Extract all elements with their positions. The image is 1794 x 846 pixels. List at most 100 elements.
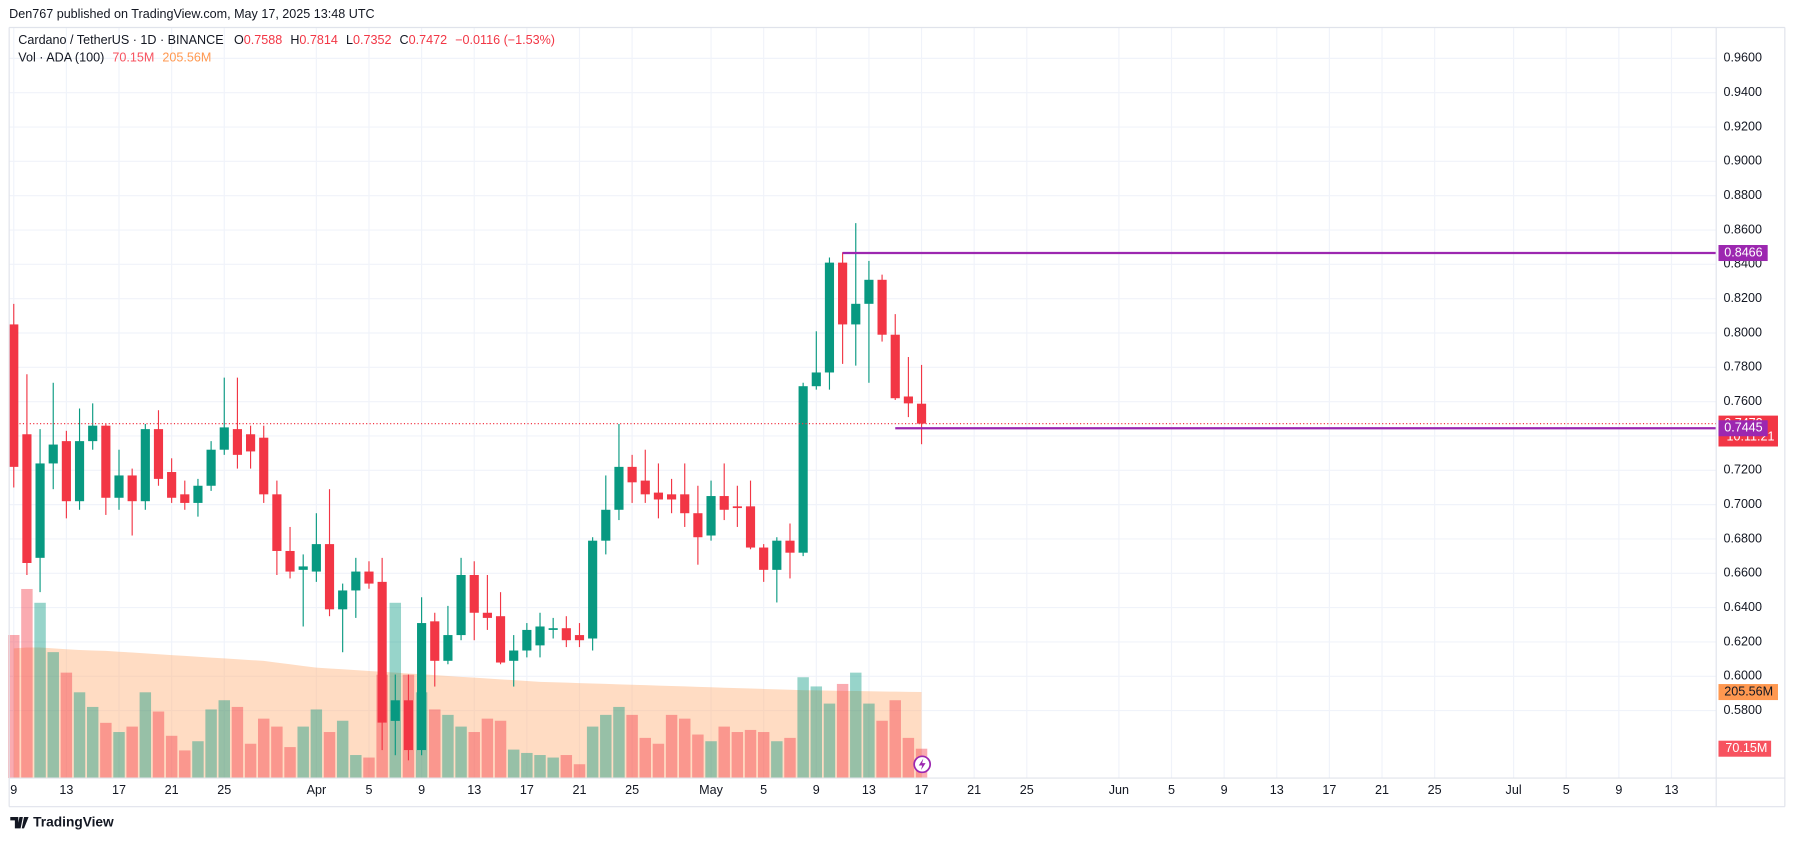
candle-body — [745, 506, 756, 548]
x-tick-label: 25 — [1020, 783, 1034, 797]
volume-bar — [692, 734, 704, 779]
candle-body — [640, 480, 650, 495]
candle-body — [522, 629, 532, 651]
x-tick-label: 21 — [572, 783, 586, 797]
x-tick-label: 13 — [1664, 783, 1678, 797]
candle-body — [140, 429, 150, 502]
volume-bar — [494, 720, 507, 779]
candle-body — [469, 574, 479, 613]
legend-volume-name: Vol · ADA (100) — [18, 51, 104, 65]
x-tick-label: 17 — [112, 783, 126, 797]
y-tick-label: 0.6000 — [1723, 669, 1761, 683]
volume-bar — [429, 709, 441, 779]
volume-bar — [757, 732, 770, 779]
volume-bar — [481, 718, 494, 779]
volume-bar — [507, 749, 520, 779]
alert-bolt[interactable] — [918, 758, 926, 771]
x-tick-label: 5 — [365, 783, 372, 797]
y-tick-label: 0.6600 — [1723, 566, 1761, 580]
x-tick-label: 25 — [1428, 783, 1442, 797]
legend-volume-line: Vol · ADA (100) 70.15M 205.56M — [18, 51, 211, 65]
volume-bar — [718, 726, 730, 779]
volume-bar — [297, 726, 309, 779]
candle-body — [890, 334, 900, 399]
x-tick-label: 21 — [1375, 783, 1389, 797]
volume-bar — [179, 750, 191, 779]
volume-bar — [205, 709, 217, 779]
candle-body — [219, 427, 229, 450]
candle-body — [561, 628, 571, 641]
candle-body — [759, 547, 769, 570]
x-tick-label: 21 — [967, 783, 981, 797]
level-tag — [1718, 420, 1768, 437]
candle-body — [627, 466, 637, 483]
candle-body — [548, 628, 558, 630]
candle-body — [272, 494, 282, 551]
x-tick-label: 17 — [1322, 783, 1336, 797]
volume-bar — [323, 732, 336, 779]
candle-body — [338, 590, 348, 610]
legend-volume-ma: 205.56M — [162, 51, 211, 65]
x-tick-label: 13 — [59, 783, 73, 797]
header: Den767 published on TradingView.com, May… — [9, 7, 374, 21]
volume-tag — [1718, 740, 1772, 757]
candle-body — [456, 574, 466, 636]
x-tick-label: 9 — [1221, 783, 1228, 797]
candle-body — [245, 434, 256, 452]
x-tick-label: Jun — [1109, 783, 1129, 797]
candle-body — [732, 506, 742, 509]
volume-bar — [455, 726, 467, 779]
legend-symbol-line: Cardano / TetherUS · 1D · BINANCE O0.758… — [18, 34, 555, 48]
x-tick-label: 5 — [760, 783, 767, 797]
alert-icon[interactable] — [913, 755, 932, 774]
y-tick-label: 0.7200 — [1723, 463, 1761, 477]
volume-bar — [100, 722, 112, 779]
volume-bar — [350, 755, 362, 779]
x-tick-label: Apr — [307, 783, 327, 797]
volume-bar — [836, 683, 849, 779]
volume-bar — [192, 741, 204, 779]
candle-body — [364, 571, 374, 584]
volume-bar — [902, 737, 915, 779]
volume-bar — [823, 703, 836, 779]
candle-body — [298, 566, 308, 570]
x-tick-label: 13 — [1270, 783, 1284, 797]
x-tick-label: 9 — [813, 783, 820, 797]
volume-bar — [165, 735, 178, 779]
x-tick-label: 25 — [625, 783, 639, 797]
y-tick-label: 0.6200 — [1723, 634, 1761, 648]
volume-bar — [86, 706, 99, 779]
volume-bar — [8, 634, 20, 779]
volume-bar — [442, 714, 454, 779]
volume-ma-tag — [1718, 684, 1778, 701]
x-tick-label: 9 — [1615, 783, 1622, 797]
candle-body — [114, 475, 124, 498]
volume-bar — [679, 718, 691, 779]
volume-bar — [850, 672, 862, 779]
candle-body — [495, 616, 506, 663]
candle-body — [101, 425, 111, 498]
volume-bar — [231, 706, 244, 779]
volume-bar — [547, 757, 559, 779]
volume-bar — [139, 692, 152, 779]
volume-bar — [60, 672, 73, 779]
candle-body — [719, 496, 729, 510]
y-tick-label: 0.8600 — [1723, 222, 1761, 236]
candle-body — [864, 279, 874, 304]
candle-body — [9, 324, 19, 467]
candle-body — [916, 403, 927, 424]
x-tick-label: 17 — [915, 783, 929, 797]
x-tick-label: 13 — [862, 783, 876, 797]
volume-bar — [744, 729, 757, 779]
legend-volume-value: 70.15M — [112, 51, 154, 65]
candle-body — [390, 700, 400, 721]
volume-bar — [336, 720, 349, 779]
volume-bar — [600, 714, 612, 779]
candle-body — [574, 635, 585, 641]
candle-body — [614, 466, 624, 510]
candle-body — [206, 449, 216, 486]
candle-body — [851, 303, 861, 325]
